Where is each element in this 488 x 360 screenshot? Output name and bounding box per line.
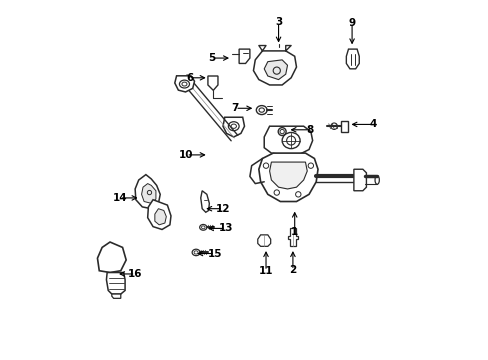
Polygon shape [341,121,348,132]
Polygon shape [147,200,171,229]
Polygon shape [287,228,297,246]
Text: 11: 11 [258,266,273,276]
Polygon shape [201,191,209,212]
Text: 9: 9 [348,18,355,28]
Polygon shape [207,76,218,90]
Text: 3: 3 [274,17,282,27]
Text: 14: 14 [112,193,127,203]
Polygon shape [135,175,160,209]
Polygon shape [253,51,296,85]
Polygon shape [353,169,366,191]
Polygon shape [142,184,156,203]
Polygon shape [258,153,317,202]
Text: 4: 4 [369,120,377,129]
Polygon shape [264,60,287,80]
Text: 16: 16 [128,269,142,279]
Polygon shape [106,273,125,294]
Text: 1: 1 [290,227,298,237]
Text: 5: 5 [208,53,215,63]
Polygon shape [239,49,249,63]
Polygon shape [155,209,166,225]
Polygon shape [112,294,121,298]
Text: 13: 13 [218,224,233,233]
Text: 15: 15 [207,248,222,258]
Polygon shape [346,49,359,69]
Text: 8: 8 [305,125,313,135]
Polygon shape [257,235,270,246]
Polygon shape [174,76,194,92]
Polygon shape [223,117,244,137]
Polygon shape [264,126,312,155]
Text: 2: 2 [289,265,296,275]
Text: 12: 12 [215,204,230,214]
Polygon shape [269,162,306,189]
Text: 7: 7 [231,103,238,113]
Text: 10: 10 [179,150,193,160]
Text: 6: 6 [186,73,193,83]
Polygon shape [97,242,126,273]
